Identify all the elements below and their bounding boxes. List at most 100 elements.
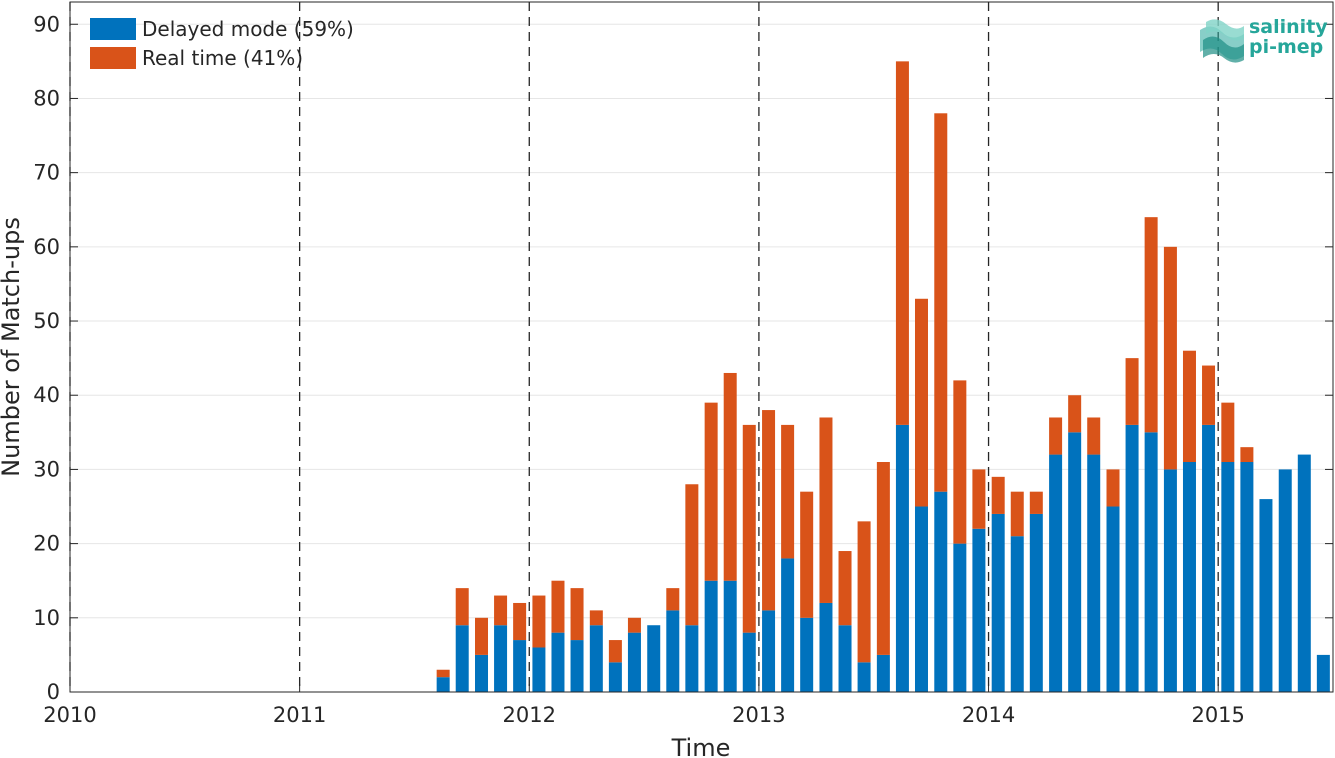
bar-realtime-4 bbox=[513, 602, 527, 641]
bar-realtime-10 bbox=[627, 617, 641, 633]
legend: Delayed mode (59%) Real time (41%) bbox=[90, 17, 354, 70]
bar-delayed-29 bbox=[991, 513, 1005, 692]
legend-swatch-realtime bbox=[90, 47, 136, 69]
bar-realtime-20 bbox=[819, 417, 833, 603]
bar-realtime-38 bbox=[1163, 246, 1177, 470]
bar-delayed-36 bbox=[1125, 424, 1139, 692]
bar-realtime-24 bbox=[895, 61, 909, 425]
bar-delayed-2 bbox=[475, 654, 489, 692]
bar-delayed-14 bbox=[704, 580, 718, 692]
bar-delayed-22 bbox=[857, 662, 871, 692]
bar-realtime-13 bbox=[685, 484, 699, 626]
bar-realtime-3 bbox=[494, 595, 508, 626]
bar-delayed-38 bbox=[1163, 469, 1177, 692]
bar-realtime-16 bbox=[742, 424, 756, 633]
bar-realtime-14 bbox=[704, 402, 718, 581]
bar-delayed-9 bbox=[608, 662, 622, 692]
x-tick-label-2014: 2014 bbox=[962, 703, 1015, 727]
bar-realtime-23 bbox=[876, 462, 890, 655]
bar-delayed-1 bbox=[455, 625, 469, 692]
bar-realtime-22 bbox=[857, 521, 871, 663]
bar-delayed-3 bbox=[494, 625, 508, 692]
year-separator-lines bbox=[69, 2, 1219, 692]
x-tick-label-2012: 2012 bbox=[503, 703, 556, 727]
bar-realtime-33 bbox=[1068, 395, 1082, 433]
bar-realtime-42 bbox=[1240, 447, 1254, 462]
bar-realtime-12 bbox=[666, 588, 680, 611]
bar-realtime-9 bbox=[608, 640, 622, 663]
bar-delayed-43 bbox=[1259, 499, 1273, 692]
bar-realtime-30 bbox=[1010, 491, 1024, 537]
axes bbox=[69, 1, 1334, 693]
bar-realtime-18 bbox=[781, 424, 795, 559]
bar-delayed-6 bbox=[551, 632, 565, 692]
bar-delayed-41 bbox=[1221, 462, 1235, 692]
bar-delayed-0 bbox=[436, 677, 450, 692]
bar-realtime-37 bbox=[1144, 217, 1158, 433]
x-axis-label: Time bbox=[671, 734, 731, 758]
y-tick-label-60: 60 bbox=[33, 235, 60, 259]
bar-delayed-4 bbox=[513, 640, 527, 692]
bar-delayed-21 bbox=[838, 625, 852, 692]
y-axis-label: Number of Match-ups bbox=[0, 217, 25, 477]
bar-delayed-24 bbox=[895, 424, 909, 692]
bar-realtime-28 bbox=[972, 469, 986, 529]
bar-delayed-15 bbox=[723, 580, 737, 692]
bar-realtime-7 bbox=[570, 588, 584, 641]
bar-realtime-17 bbox=[762, 410, 776, 611]
bar-delayed-44 bbox=[1278, 469, 1292, 692]
salinity-pi-mep-logo: salinity pi-mep bbox=[1200, 16, 1328, 63]
bar-delayed-34 bbox=[1087, 454, 1101, 692]
bar-realtime-19 bbox=[800, 491, 814, 618]
y-tick-label-50: 50 bbox=[33, 309, 60, 333]
y-tick-label-90: 90 bbox=[33, 12, 60, 36]
bars-layer bbox=[436, 61, 1330, 692]
y-tick-label-30: 30 bbox=[33, 457, 60, 481]
x-tick-label-2011: 2011 bbox=[273, 703, 326, 727]
logo-text-line2: pi-mep bbox=[1249, 36, 1323, 58]
bar-delayed-13 bbox=[685, 625, 699, 692]
bar-delayed-7 bbox=[570, 640, 584, 692]
x-tick-label-2015: 2015 bbox=[1191, 703, 1244, 727]
bar-delayed-8 bbox=[589, 625, 603, 692]
bar-delayed-23 bbox=[876, 654, 890, 692]
bar-delayed-31 bbox=[1029, 513, 1043, 692]
x-tick-labels: 2010 2011 2012 2013 2014 2015 bbox=[43, 703, 1245, 727]
bar-realtime-2 bbox=[475, 617, 489, 655]
bar-realtime-0 bbox=[436, 669, 450, 678]
bar-delayed-30 bbox=[1010, 536, 1024, 692]
bar-realtime-31 bbox=[1029, 491, 1043, 514]
legend-swatch-delayed bbox=[90, 18, 136, 40]
bar-delayed-33 bbox=[1068, 432, 1082, 692]
bar-delayed-40 bbox=[1202, 424, 1216, 692]
bar-realtime-36 bbox=[1125, 358, 1139, 425]
legend-label-delayed: Delayed mode (59%) bbox=[142, 17, 354, 41]
bar-delayed-16 bbox=[742, 632, 756, 692]
bar-delayed-11 bbox=[647, 625, 661, 692]
bar-delayed-42 bbox=[1240, 462, 1254, 692]
bar-delayed-28 bbox=[972, 528, 986, 692]
bar-realtime-40 bbox=[1202, 365, 1216, 425]
bar-realtime-8 bbox=[589, 610, 603, 626]
bar-realtime-41 bbox=[1221, 402, 1235, 462]
bar-delayed-27 bbox=[953, 543, 967, 692]
bar-realtime-6 bbox=[551, 580, 565, 633]
y-tick-label-70: 70 bbox=[33, 161, 60, 185]
bar-realtime-29 bbox=[991, 476, 1005, 514]
y-tick-label-0: 0 bbox=[47, 680, 60, 704]
bar-realtime-39 bbox=[1182, 350, 1196, 462]
grid-layer bbox=[70, 23, 1333, 619]
bar-delayed-19 bbox=[800, 617, 814, 692]
plot-frame bbox=[69, 1, 1334, 693]
legend-label-realtime: Real time (41%) bbox=[142, 46, 303, 70]
y-tick-label-10: 10 bbox=[33, 606, 60, 630]
bar-realtime-5 bbox=[532, 595, 546, 648]
bar-delayed-45 bbox=[1297, 454, 1311, 692]
bar-realtime-27 bbox=[953, 380, 967, 544]
bar-delayed-26 bbox=[934, 491, 948, 692]
bar-delayed-37 bbox=[1144, 432, 1158, 692]
bar-delayed-10 bbox=[627, 632, 641, 692]
bar-delayed-25 bbox=[914, 506, 928, 692]
bar-realtime-34 bbox=[1087, 417, 1101, 455]
